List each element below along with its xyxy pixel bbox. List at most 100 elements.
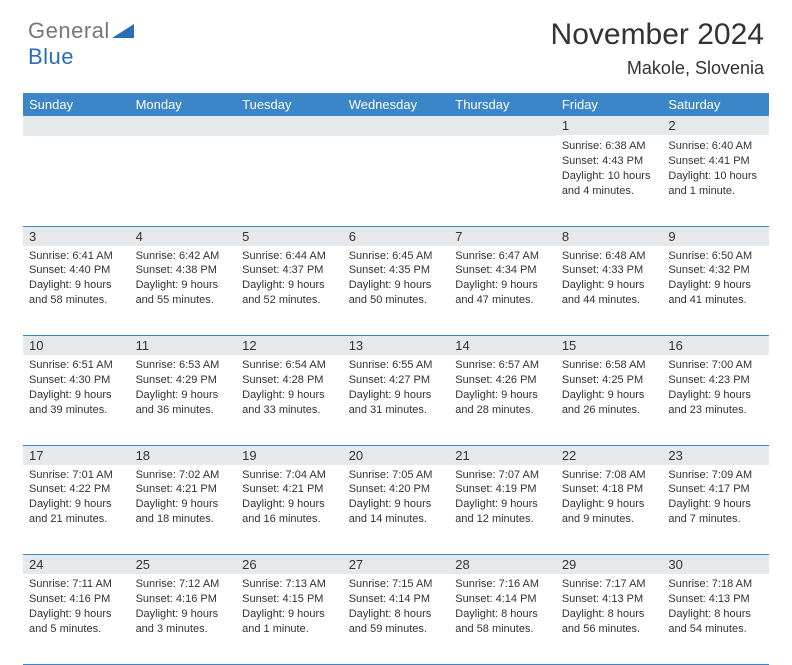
daylight-text: Daylight: 9 hours and 55 minutes. xyxy=(136,278,231,308)
sunset-text: Sunset: 4:30 PM xyxy=(29,373,124,388)
daylight-text: Daylight: 9 hours and 1 minute. xyxy=(242,607,337,637)
day-cell-body: Sunrise: 7:07 AMSunset: 4:19 PMDaylight:… xyxy=(449,465,556,531)
day-cell-body: Sunrise: 7:04 AMSunset: 4:21 PMDaylight:… xyxy=(236,465,343,531)
day-cell-body: Sunrise: 6:40 AMSunset: 4:41 PMDaylight:… xyxy=(662,136,769,202)
sunset-text: Sunset: 4:35 PM xyxy=(349,263,444,278)
sunrise-text: Sunrise: 6:42 AM xyxy=(136,249,231,264)
day-cell: Sunrise: 6:42 AMSunset: 4:38 PMDaylight:… xyxy=(130,246,237,336)
daylight-text: Daylight: 9 hours and 31 minutes. xyxy=(349,388,444,418)
day-cell-body: Sunrise: 7:12 AMSunset: 4:16 PMDaylight:… xyxy=(130,574,237,640)
day-header: Saturday xyxy=(662,93,769,116)
sunset-text: Sunset: 4:21 PM xyxy=(242,482,337,497)
daylight-text: Daylight: 8 hours and 58 minutes. xyxy=(455,607,550,637)
day-number: 7 xyxy=(449,227,556,246)
day-header: Friday xyxy=(556,93,663,116)
day-number: 15 xyxy=(556,336,663,355)
day-cell-body: Sunrise: 7:00 AMSunset: 4:23 PMDaylight:… xyxy=(662,355,769,421)
sunrise-text: Sunrise: 6:48 AM xyxy=(562,249,657,264)
day-cell: Sunrise: 7:00 AMSunset: 4:23 PMDaylight:… xyxy=(662,355,769,445)
day-number: 29 xyxy=(556,555,663,574)
day-cell: Sunrise: 6:48 AMSunset: 4:33 PMDaylight:… xyxy=(556,246,663,336)
day-cell: Sunrise: 6:50 AMSunset: 4:32 PMDaylight:… xyxy=(662,246,769,336)
daylight-text: Daylight: 9 hours and 21 minutes. xyxy=(29,497,124,527)
sunrise-text: Sunrise: 7:17 AM xyxy=(562,577,657,592)
sunrise-text: Sunrise: 6:55 AM xyxy=(349,358,444,373)
location: Makole, Slovenia xyxy=(551,58,764,79)
day-cell-body: Sunrise: 7:01 AMSunset: 4:22 PMDaylight:… xyxy=(23,465,130,531)
day-number: 30 xyxy=(662,555,769,574)
day-cell: Sunrise: 7:09 AMSunset: 4:17 PMDaylight:… xyxy=(662,465,769,555)
day-cell-body: Sunrise: 6:42 AMSunset: 4:38 PMDaylight:… xyxy=(130,246,237,312)
sunset-text: Sunset: 4:27 PM xyxy=(349,373,444,388)
sunrise-text: Sunrise: 6:41 AM xyxy=(29,249,124,264)
daylight-text: Daylight: 9 hours and 58 minutes. xyxy=(29,278,124,308)
sunrise-text: Sunrise: 7:08 AM xyxy=(562,468,657,483)
day-number: 21 xyxy=(449,446,556,465)
month-title: November 2024 xyxy=(551,18,764,52)
day-cell-body: Sunrise: 6:58 AMSunset: 4:25 PMDaylight:… xyxy=(556,355,663,421)
day-number: 14 xyxy=(449,336,556,355)
day-header-row: SundayMondayTuesdayWednesdayThursdayFrid… xyxy=(23,93,769,116)
sunrise-text: Sunrise: 7:01 AM xyxy=(29,468,124,483)
day-header: Thursday xyxy=(449,93,556,116)
sunset-text: Sunset: 4:26 PM xyxy=(455,373,550,388)
logo-text-blue: Blue xyxy=(28,44,74,69)
day-cell-body: Sunrise: 7:11 AMSunset: 4:16 PMDaylight:… xyxy=(23,574,130,640)
day-cell-body: Sunrise: 7:05 AMSunset: 4:20 PMDaylight:… xyxy=(343,465,450,531)
logo-text: General Blue xyxy=(28,18,134,70)
day-cell-body: Sunrise: 7:15 AMSunset: 4:14 PMDaylight:… xyxy=(343,574,450,640)
week-row: Sunrise: 7:01 AMSunset: 4:22 PMDaylight:… xyxy=(23,465,769,555)
day-cell: Sunrise: 7:05 AMSunset: 4:20 PMDaylight:… xyxy=(343,465,450,555)
daynum-row: 24252627282930 xyxy=(23,555,769,575)
page-header: General Blue November 2024 Makole, Slove… xyxy=(0,0,792,87)
day-cell: Sunrise: 6:57 AMSunset: 4:26 PMDaylight:… xyxy=(449,355,556,445)
daylight-text: Daylight: 9 hours and 9 minutes. xyxy=(562,497,657,527)
day-number: 8 xyxy=(556,227,663,246)
day-cell-body: Sunrise: 6:57 AMSunset: 4:26 PMDaylight:… xyxy=(449,355,556,421)
day-cell-body: Sunrise: 6:44 AMSunset: 4:37 PMDaylight:… xyxy=(236,246,343,312)
day-number xyxy=(23,116,130,136)
daylight-text: Daylight: 9 hours and 23 minutes. xyxy=(668,388,763,418)
day-number xyxy=(343,116,450,136)
sunset-text: Sunset: 4:13 PM xyxy=(668,592,763,607)
sunrise-text: Sunrise: 6:44 AM xyxy=(242,249,337,264)
day-cell: Sunrise: 6:53 AMSunset: 4:29 PMDaylight:… xyxy=(130,355,237,445)
sunset-text: Sunset: 4:37 PM xyxy=(242,263,337,278)
day-cell-body: Sunrise: 7:18 AMSunset: 4:13 PMDaylight:… xyxy=(662,574,769,640)
week-row: Sunrise: 6:41 AMSunset: 4:40 PMDaylight:… xyxy=(23,246,769,336)
day-header: Sunday xyxy=(23,93,130,116)
day-cell-body: Sunrise: 6:55 AMSunset: 4:27 PMDaylight:… xyxy=(343,355,450,421)
day-number: 1 xyxy=(556,116,663,135)
daylight-text: Daylight: 9 hours and 3 minutes. xyxy=(136,607,231,637)
day-number: 5 xyxy=(236,227,343,246)
sunset-text: Sunset: 4:16 PM xyxy=(29,592,124,607)
day-cell: Sunrise: 7:04 AMSunset: 4:21 PMDaylight:… xyxy=(236,465,343,555)
sunset-text: Sunset: 4:13 PM xyxy=(562,592,657,607)
daylight-text: Daylight: 9 hours and 44 minutes. xyxy=(562,278,657,308)
day-number: 25 xyxy=(130,555,237,574)
day-cell-body: Sunrise: 6:48 AMSunset: 4:33 PMDaylight:… xyxy=(556,246,663,312)
sunset-text: Sunset: 4:16 PM xyxy=(136,592,231,607)
daylight-text: Daylight: 9 hours and 16 minutes. xyxy=(242,497,337,527)
sunset-text: Sunset: 4:28 PM xyxy=(242,373,337,388)
logo-triangle-icon xyxy=(112,18,134,44)
day-cell: Sunrise: 7:18 AMSunset: 4:13 PMDaylight:… xyxy=(662,574,769,664)
day-cell xyxy=(130,136,237,226)
sunrise-text: Sunrise: 7:00 AM xyxy=(668,358,763,373)
day-cell: Sunrise: 6:38 AMSunset: 4:43 PMDaylight:… xyxy=(556,136,663,226)
day-cell-body: Sunrise: 7:13 AMSunset: 4:15 PMDaylight:… xyxy=(236,574,343,640)
sunset-text: Sunset: 4:40 PM xyxy=(29,263,124,278)
day-cell: Sunrise: 7:07 AMSunset: 4:19 PMDaylight:… xyxy=(449,465,556,555)
logo: General Blue xyxy=(28,18,134,70)
day-cell: Sunrise: 6:51 AMSunset: 4:30 PMDaylight:… xyxy=(23,355,130,445)
sunset-text: Sunset: 4:29 PM xyxy=(136,373,231,388)
day-cell-body: Sunrise: 7:02 AMSunset: 4:21 PMDaylight:… xyxy=(130,465,237,531)
calendar-table: SundayMondayTuesdayWednesdayThursdayFrid… xyxy=(23,93,769,665)
sunset-text: Sunset: 4:20 PM xyxy=(349,482,444,497)
day-cell-body: Sunrise: 7:09 AMSunset: 4:17 PMDaylight:… xyxy=(662,465,769,531)
day-cell xyxy=(23,136,130,226)
day-cell: Sunrise: 7:13 AMSunset: 4:15 PMDaylight:… xyxy=(236,574,343,664)
sunrise-text: Sunrise: 6:47 AM xyxy=(455,249,550,264)
day-cell: Sunrise: 6:58 AMSunset: 4:25 PMDaylight:… xyxy=(556,355,663,445)
day-cell: Sunrise: 7:12 AMSunset: 4:16 PMDaylight:… xyxy=(130,574,237,664)
